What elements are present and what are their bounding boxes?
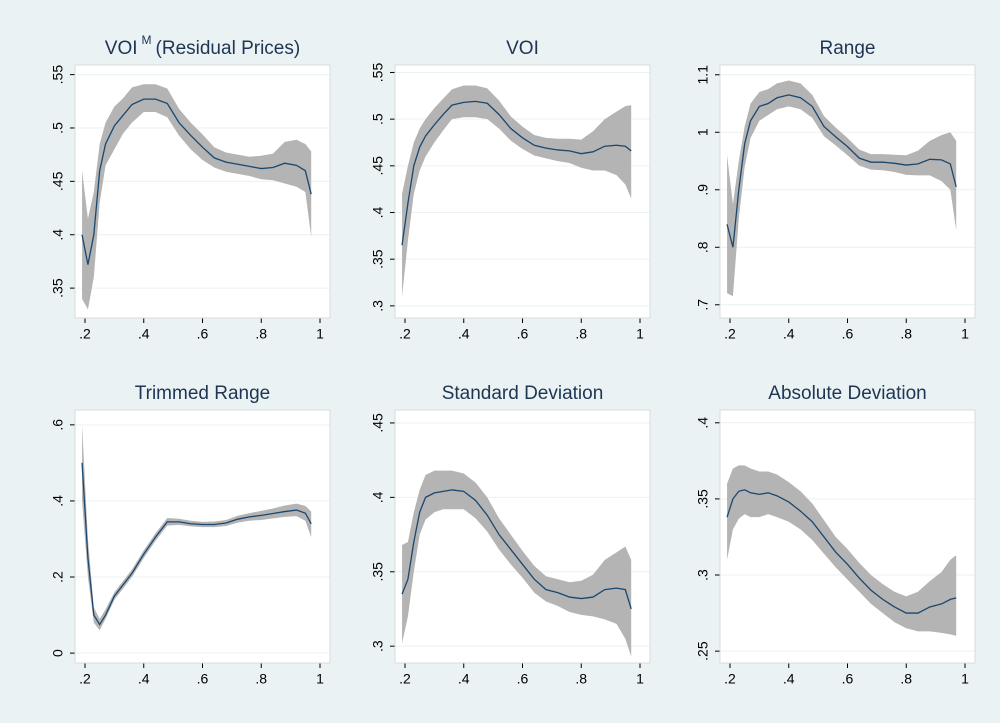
x-tick-label: 1 (316, 326, 324, 342)
y-tick-label: .2 (50, 571, 66, 583)
panel-title: VOI (506, 38, 539, 59)
y-tick-label: .35 (695, 489, 711, 509)
x-tick-label: 1 (961, 671, 969, 687)
x-tick-label: .4 (138, 326, 150, 342)
x-tick-label: 1 (636, 671, 644, 687)
y-tick-label: 0 (50, 649, 66, 657)
y-tick-label: .9 (695, 184, 711, 196)
x-tick-label: .8 (575, 326, 587, 342)
confidence-band (82, 84, 312, 310)
y-tick-label: .45 (370, 156, 386, 176)
y-tick-label: .5 (370, 113, 386, 125)
y-tick-label: .4 (50, 229, 66, 241)
y-tick-label: .55 (370, 63, 386, 83)
x-tick-label: .6 (842, 671, 854, 687)
plot-border (719, 64, 976, 319)
x-tick-label: .8 (575, 671, 587, 687)
y-tick-label: .45 (50, 171, 66, 191)
title-superscript: M (142, 33, 152, 47)
line (726, 94, 957, 248)
panel-title: Trimmed Range (135, 383, 271, 404)
panel-title: VOI M (Residual Prices) (105, 33, 300, 59)
y-tick-label: .8 (695, 241, 711, 253)
plot-area (74, 64, 331, 319)
y-tick-label: .45 (370, 413, 386, 433)
plot-border (74, 409, 331, 664)
plot-border (719, 409, 976, 664)
x-tick-label: 1 (636, 326, 644, 342)
confidence-band (402, 470, 632, 657)
plot-border (394, 409, 651, 664)
confidence-band (402, 85, 632, 297)
line (726, 489, 957, 614)
title-text: Range (820, 38, 876, 59)
title-text: Standard Deviation (442, 383, 604, 404)
y-tick-label: .25 (695, 641, 711, 661)
title-suffix: (Residual Prices) (156, 38, 301, 59)
x-tick-label: .4 (458, 326, 470, 342)
y-tick-label: 1.1 (695, 65, 711, 85)
x-tick-label: .8 (255, 671, 267, 687)
x-tick-label: .8 (900, 326, 912, 342)
y-tick-label: .7 (695, 299, 711, 311)
x-tick-label: .6 (842, 326, 854, 342)
title-text: Absolute Deviation (768, 383, 926, 404)
y-tick-label: .5 (50, 122, 66, 134)
y-tick-label: .4 (50, 495, 66, 507)
x-tick-label: .2 (724, 326, 736, 342)
plot-border (74, 64, 331, 319)
y-tick-label: .3 (370, 640, 386, 652)
x-tick-label: .2 (79, 326, 91, 342)
y-tick-label: 1 (695, 128, 711, 136)
panel-title: Range (820, 38, 876, 59)
x-tick-label: .2 (724, 671, 736, 687)
x-tick-label: .4 (783, 326, 795, 342)
x-tick-label: .4 (458, 671, 470, 687)
y-tick-label: .4 (695, 417, 711, 429)
y-tick-label: .35 (370, 249, 386, 269)
x-tick-label: .6 (197, 671, 209, 687)
line (81, 462, 312, 626)
y-tick-label: .4 (370, 491, 386, 503)
y-tick-label: .6 (50, 419, 66, 431)
panel-title: Standard Deviation (442, 383, 604, 404)
plot-area (74, 409, 331, 664)
x-tick-label: .2 (399, 671, 411, 687)
y-tick-label: .3 (695, 569, 711, 581)
y-tick-label: .3 (370, 300, 386, 312)
confidence-band (727, 465, 957, 636)
x-tick-label: 1 (961, 326, 969, 342)
x-tick-label: .4 (138, 671, 150, 687)
x-tick-label: 1 (316, 671, 324, 687)
panel-title: Absolute Deviation (768, 383, 926, 404)
y-tick-label: .4 (370, 206, 386, 218)
title-text: Trimmed Range (135, 383, 271, 404)
x-tick-label: .8 (900, 671, 912, 687)
plot-border (394, 64, 651, 319)
x-tick-label: .2 (79, 671, 91, 687)
x-tick-label: .6 (517, 326, 529, 342)
x-tick-label: .8 (255, 326, 267, 342)
x-tick-label: .6 (197, 326, 209, 342)
x-tick-label: .2 (399, 326, 411, 342)
y-tick-label: .35 (50, 278, 66, 298)
plot-area (394, 64, 651, 319)
y-tick-label: .35 (370, 562, 386, 582)
title-text: VOI (506, 38, 539, 59)
line (401, 100, 632, 246)
x-tick-label: .4 (783, 671, 795, 687)
line (401, 489, 632, 610)
plot-area (394, 409, 651, 664)
line (81, 98, 312, 265)
x-tick-label: .6 (517, 671, 529, 687)
title-text: VOI (105, 38, 138, 59)
y-tick-label: .55 (50, 65, 66, 85)
